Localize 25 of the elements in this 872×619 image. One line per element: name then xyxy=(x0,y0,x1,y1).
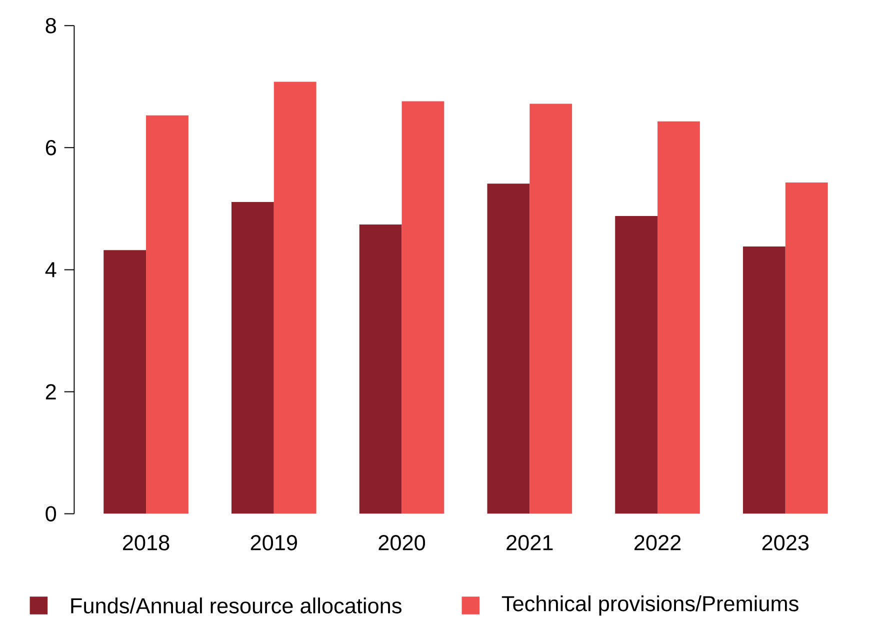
bar xyxy=(274,82,316,514)
x-tick-label: 2023 xyxy=(762,534,809,550)
bar xyxy=(146,115,188,514)
bar xyxy=(487,184,530,514)
x-tick-label: 2020 xyxy=(378,534,426,550)
bar xyxy=(785,182,828,514)
legend-label: Technical provisions/Premiums xyxy=(502,595,798,616)
bar xyxy=(658,121,700,514)
bar xyxy=(231,202,274,514)
legend-label: Funds/Annual resource allocations xyxy=(71,597,402,614)
bar xyxy=(359,224,402,514)
x-tick-label: 2021 xyxy=(506,534,553,550)
y-tick-label: 8 xyxy=(46,18,56,34)
y-tick-label: 0 xyxy=(46,506,56,522)
y-tick-label: 6 xyxy=(46,140,56,156)
x-tick-label: 2019 xyxy=(250,534,297,550)
bar xyxy=(104,250,146,514)
y-tick-label: 2 xyxy=(46,384,56,400)
bar xyxy=(402,101,444,514)
x-tick-label: 2018 xyxy=(122,534,170,550)
y-tick-label: 4 xyxy=(45,262,56,278)
x-tick-label: 2022 xyxy=(634,534,681,550)
bar xyxy=(615,216,658,514)
bar xyxy=(530,104,572,514)
bar xyxy=(742,246,786,514)
